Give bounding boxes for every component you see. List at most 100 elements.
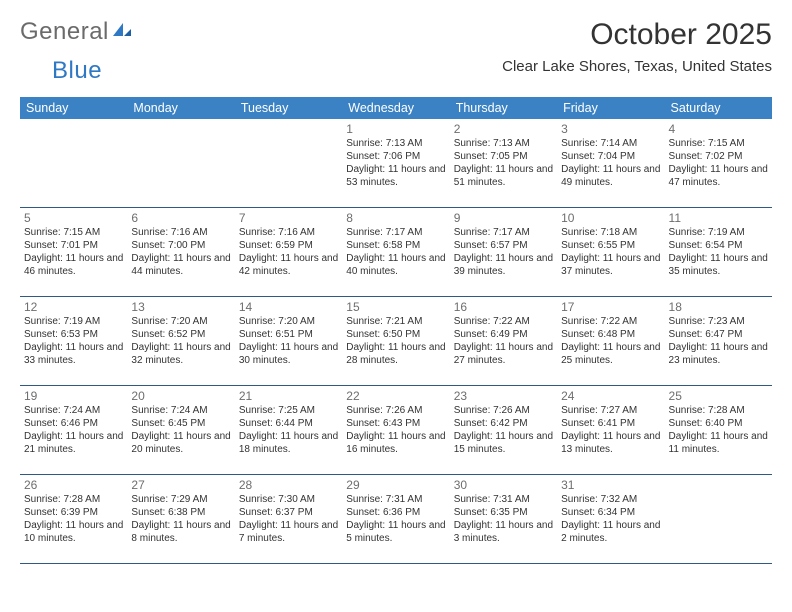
- day-number: 7: [239, 211, 338, 226]
- sunset-line: Sunset: 6:48 PM: [561, 329, 660, 342]
- daylight-line: Daylight: 11 hours and 16 minutes.: [346, 431, 445, 457]
- day-number: 29: [346, 478, 445, 493]
- sunset-line: Sunset: 6:35 PM: [454, 507, 553, 520]
- day-cell: 21Sunrise: 7:25 AMSunset: 6:44 PMDayligh…: [235, 386, 342, 474]
- daylight-line: Daylight: 11 hours and 11 minutes.: [669, 431, 768, 457]
- dow-cell: Monday: [127, 97, 234, 119]
- day-number: 21: [239, 389, 338, 404]
- sunrise-line: Sunrise: 7:17 AM: [454, 227, 553, 240]
- sunset-line: Sunset: 6:38 PM: [131, 507, 230, 520]
- sunrise-line: Sunrise: 7:26 AM: [454, 405, 553, 418]
- daylight-line: Daylight: 11 hours and 40 minutes.: [346, 253, 445, 279]
- daylight-line: Daylight: 11 hours and 18 minutes.: [239, 431, 338, 457]
- day-number: 24: [561, 389, 660, 404]
- day-number: 20: [131, 389, 230, 404]
- daylight-line: Daylight: 11 hours and 25 minutes.: [561, 342, 660, 368]
- daylight-line: Daylight: 11 hours and 42 minutes.: [239, 253, 338, 279]
- dow-cell: Wednesday: [342, 97, 449, 119]
- sunrise-line: Sunrise: 7:13 AM: [346, 138, 445, 151]
- sunrise-line: Sunrise: 7:15 AM: [669, 138, 768, 151]
- sunrise-line: Sunrise: 7:31 AM: [346, 494, 445, 507]
- day-number: 14: [239, 300, 338, 315]
- day-cell: 4Sunrise: 7:15 AMSunset: 7:02 PMDaylight…: [665, 119, 772, 207]
- brand-part1: General: [20, 18, 109, 46]
- day-number: 4: [669, 122, 768, 137]
- day-cell: 17Sunrise: 7:22 AMSunset: 6:48 PMDayligh…: [557, 297, 664, 385]
- sunrise-line: Sunrise: 7:28 AM: [24, 494, 123, 507]
- sunset-line: Sunset: 6:41 PM: [561, 418, 660, 431]
- day-cell: 15Sunrise: 7:21 AMSunset: 6:50 PMDayligh…: [342, 297, 449, 385]
- day-number: 18: [669, 300, 768, 315]
- daylight-line: Daylight: 11 hours and 23 minutes.: [669, 342, 768, 368]
- empty-cell: [665, 475, 772, 563]
- day-number: 11: [669, 211, 768, 226]
- sunrise-line: Sunrise: 7:26 AM: [346, 405, 445, 418]
- daylight-line: Daylight: 11 hours and 3 minutes.: [454, 520, 553, 546]
- daylight-line: Daylight: 11 hours and 37 minutes.: [561, 253, 660, 279]
- daylight-line: Daylight: 11 hours and 32 minutes.: [131, 342, 230, 368]
- sunrise-line: Sunrise: 7:29 AM: [131, 494, 230, 507]
- day-number: 9: [454, 211, 553, 226]
- weeks-container: 1Sunrise: 7:13 AMSunset: 7:06 PMDaylight…: [20, 119, 772, 564]
- day-cell: 11Sunrise: 7:19 AMSunset: 6:54 PMDayligh…: [665, 208, 772, 296]
- day-cell: 31Sunrise: 7:32 AMSunset: 6:34 PMDayligh…: [557, 475, 664, 563]
- sunrise-line: Sunrise: 7:25 AM: [239, 405, 338, 418]
- week-row: 5Sunrise: 7:15 AMSunset: 7:01 PMDaylight…: [20, 208, 772, 297]
- empty-cell: [20, 119, 127, 207]
- sunrise-line: Sunrise: 7:22 AM: [454, 316, 553, 329]
- day-number: 22: [346, 389, 445, 404]
- sunset-line: Sunset: 6:49 PM: [454, 329, 553, 342]
- sunset-line: Sunset: 7:05 PM: [454, 151, 553, 164]
- sunset-line: Sunset: 6:51 PM: [239, 329, 338, 342]
- day-cell: 19Sunrise: 7:24 AMSunset: 6:46 PMDayligh…: [20, 386, 127, 474]
- location-text: Clear Lake Shores, Texas, United States: [502, 58, 772, 75]
- day-cell: 2Sunrise: 7:13 AMSunset: 7:05 PMDaylight…: [450, 119, 557, 207]
- day-cell: 25Sunrise: 7:28 AMSunset: 6:40 PMDayligh…: [665, 386, 772, 474]
- sunset-line: Sunset: 6:40 PM: [669, 418, 768, 431]
- day-number: 10: [561, 211, 660, 226]
- daylight-line: Daylight: 11 hours and 49 minutes.: [561, 164, 660, 190]
- day-number: 2: [454, 122, 553, 137]
- day-cell: 16Sunrise: 7:22 AMSunset: 6:49 PMDayligh…: [450, 297, 557, 385]
- daylight-line: Daylight: 11 hours and 39 minutes.: [454, 253, 553, 279]
- daylight-line: Daylight: 11 hours and 53 minutes.: [346, 164, 445, 190]
- day-cell: 6Sunrise: 7:16 AMSunset: 7:00 PMDaylight…: [127, 208, 234, 296]
- sunset-line: Sunset: 6:45 PM: [131, 418, 230, 431]
- sunrise-line: Sunrise: 7:22 AM: [561, 316, 660, 329]
- day-number: 12: [24, 300, 123, 315]
- daylight-line: Daylight: 11 hours and 13 minutes.: [561, 431, 660, 457]
- day-cell: 30Sunrise: 7:31 AMSunset: 6:35 PMDayligh…: [450, 475, 557, 563]
- daylight-line: Daylight: 11 hours and 21 minutes.: [24, 431, 123, 457]
- sunset-line: Sunset: 6:37 PM: [239, 507, 338, 520]
- sunset-line: Sunset: 6:58 PM: [346, 240, 445, 253]
- sunset-line: Sunset: 6:55 PM: [561, 240, 660, 253]
- sunrise-line: Sunrise: 7:14 AM: [561, 138, 660, 151]
- sunrise-line: Sunrise: 7:21 AM: [346, 316, 445, 329]
- dow-cell: Tuesday: [235, 97, 342, 119]
- day-cell: 26Sunrise: 7:28 AMSunset: 6:39 PMDayligh…: [20, 475, 127, 563]
- day-cell: 28Sunrise: 7:30 AMSunset: 6:37 PMDayligh…: [235, 475, 342, 563]
- sunrise-line: Sunrise: 7:31 AM: [454, 494, 553, 507]
- brand-logo: General: [20, 18, 133, 46]
- sunset-line: Sunset: 7:00 PM: [131, 240, 230, 253]
- day-number: 1: [346, 122, 445, 137]
- day-number: 15: [346, 300, 445, 315]
- sunrise-line: Sunrise: 7:24 AM: [131, 405, 230, 418]
- week-row: 19Sunrise: 7:24 AMSunset: 6:46 PMDayligh…: [20, 386, 772, 475]
- sunrise-line: Sunrise: 7:16 AM: [239, 227, 338, 240]
- sunset-line: Sunset: 6:36 PM: [346, 507, 445, 520]
- sunrise-line: Sunrise: 7:19 AM: [669, 227, 768, 240]
- sunrise-line: Sunrise: 7:27 AM: [561, 405, 660, 418]
- daylight-line: Daylight: 11 hours and 30 minutes.: [239, 342, 338, 368]
- sunset-line: Sunset: 6:54 PM: [669, 240, 768, 253]
- daylight-line: Daylight: 11 hours and 44 minutes.: [131, 253, 230, 279]
- day-cell: 20Sunrise: 7:24 AMSunset: 6:45 PMDayligh…: [127, 386, 234, 474]
- day-number: 8: [346, 211, 445, 226]
- sail-icon: [111, 18, 133, 46]
- daylight-line: Daylight: 11 hours and 20 minutes.: [131, 431, 230, 457]
- daylight-line: Daylight: 11 hours and 2 minutes.: [561, 520, 660, 546]
- day-number: 17: [561, 300, 660, 315]
- sunset-line: Sunset: 6:42 PM: [454, 418, 553, 431]
- daylight-line: Daylight: 11 hours and 15 minutes.: [454, 431, 553, 457]
- sunrise-line: Sunrise: 7:20 AM: [239, 316, 338, 329]
